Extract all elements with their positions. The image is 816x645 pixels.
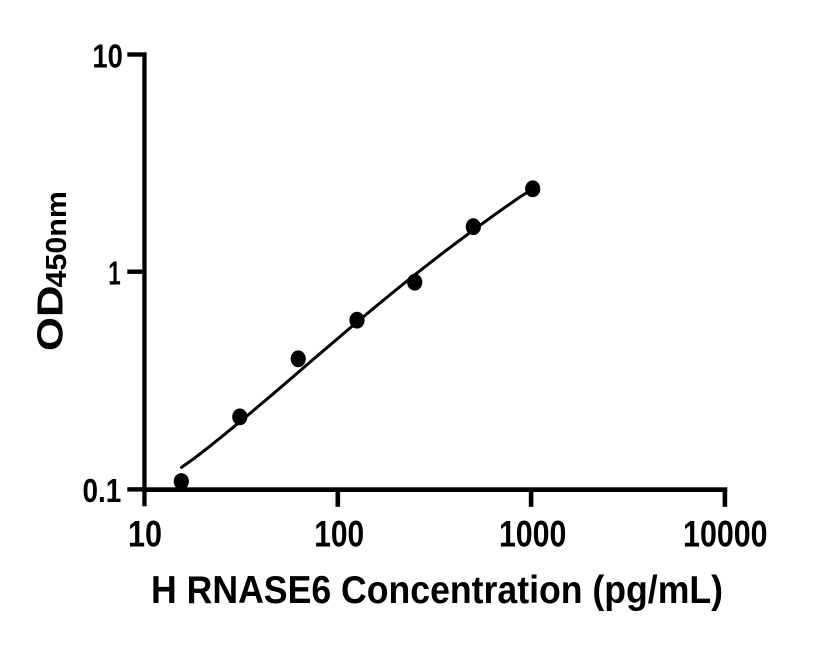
svg-text:100: 100 <box>314 512 364 554</box>
svg-text:10: 10 <box>92 37 123 74</box>
svg-text:0.1: 0.1 <box>83 472 122 509</box>
svg-text:10: 10 <box>128 512 162 554</box>
svg-text:10000: 10000 <box>683 512 768 554</box>
svg-text:1000: 1000 <box>499 512 567 554</box>
svg-text:H RNASE6 Concentration (pg/mL): H RNASE6 Concentration (pg/mL) <box>151 569 723 612</box>
svg-text:450nm: 450nm <box>41 191 73 288</box>
svg-text:1: 1 <box>108 255 121 292</box>
svg-text:OD: OD <box>30 286 71 352</box>
